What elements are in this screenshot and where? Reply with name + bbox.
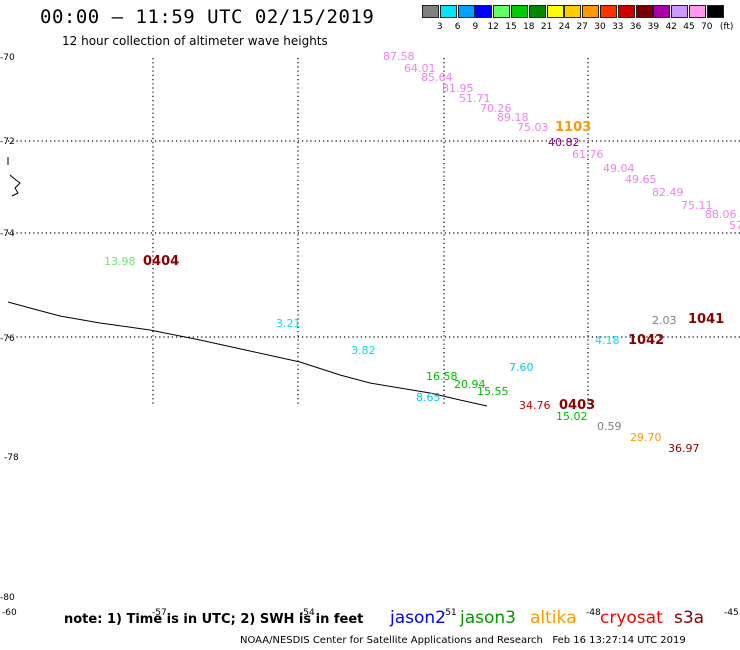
pass-time: 0404 [143,254,179,269]
wave-height-points: 87.5864.0185.6481.9551.7170.2689.1875.03… [104,50,740,455]
legend-swatch [528,5,546,18]
latitude-label: -80 [0,593,15,603]
pass-time: 0403 [559,398,595,413]
legend-swatch [564,5,582,18]
legend-swatch [617,5,635,18]
lon-label-1: -57 [152,608,167,618]
legend-label: 6 [454,22,461,32]
wave-height-value: 4.18 [595,334,620,347]
coastline [7,157,488,407]
wave-height-value: 16.58 [426,370,458,383]
wave-height-value: 70.26 [480,102,512,115]
legend-swatch [600,5,617,18]
wave-height-value: 36.97 [668,442,700,455]
wave-height-value: 8.65 [416,391,441,404]
wave-height-value: 40.82 [548,136,580,149]
legend-unit: (ft) [719,22,734,32]
legend-label: 33 [612,22,624,32]
pass-time: 1103 [555,120,591,135]
mission-s3a: s3a [674,608,705,628]
map-subtitle: 12 hour collection of altimeter wave hei… [62,34,328,48]
legend-swatch [511,5,528,18]
wave-height-value: 57 [729,219,740,232]
legend-swatch [457,5,475,18]
wave-height-value: 75.11 [681,199,713,212]
legend-label: 36 [629,22,642,32]
pass-time-labels: 1103 0404 1041 1042 0403 [143,120,724,413]
legend-label: 21 [540,22,553,32]
wave-height-value: 3.21 [276,317,301,330]
mission-jason2: jason2 [390,608,446,628]
latitude-label: -70 [0,53,15,63]
legend-swatch [475,5,493,18]
legend-swatch [439,5,457,18]
lon-label-0: -60 [2,608,17,618]
pass-time: 1041 [688,312,724,327]
graticule [8,58,740,405]
wave-height-value: 82.49 [652,186,684,199]
legend-label: 45 [683,22,695,32]
wave-height-value: 64.01 [404,62,436,75]
legend-label: 39 [647,22,660,32]
wave-height-value: 61.76 [572,148,604,161]
lon-label-2: -54 [300,608,315,618]
wave-height-value: 15.55 [477,385,509,398]
map-title: 00:00 – 11:59 UTC 02/15/2019 [40,6,375,28]
wave-height-value: 81.95 [442,82,474,95]
coast-fragment [9,174,21,197]
legend-label: 27 [576,22,588,32]
legend-swatch [582,5,600,18]
latitude-label: -74 [0,229,15,239]
legend-swatch [653,5,671,18]
wave-height-value: 75.03 [517,121,549,134]
credit-line: NOAA/NESDIS Center for Satellite Applica… [240,635,686,646]
legend-swatch [635,5,653,18]
mission-jason3: jason3 [460,608,516,628]
legend-swatch [671,5,689,18]
mission-altika: altika [530,608,577,628]
latitude-labels: -70 -72 -74 -76 -78 -80 [0,53,19,603]
wave-height-value: 7.60 [509,361,534,374]
wave-height-value: 34.76 [519,399,551,412]
wave-height-value: 51.71 [459,92,491,105]
legend-label: 12 [487,22,499,32]
legend-swatch [546,5,564,18]
legend-label: 30 [594,22,606,32]
wave-height-value: 15.02 [556,410,588,423]
legend-swatch [689,5,706,18]
legend-swatch [706,5,724,18]
wave-height-value: 89.18 [497,111,529,124]
latitude-label: -76 [0,334,15,344]
wave-height-value: 3.82 [351,344,376,357]
legend-label: 15 [505,22,517,32]
latitude-label: -72 [0,137,15,147]
wave-height-value: 49.65 [625,173,657,186]
wave-height-value: 0.59 [597,420,622,433]
pass-time: 1042 [628,333,664,348]
legend-label: 9 [472,22,479,32]
ice-shelf-edge [7,301,488,407]
legend-swatch [422,5,439,18]
lon-label-5: -45 [724,608,739,618]
lon-label-4: -48 [586,608,601,618]
lon-label-3: -51 [442,608,457,618]
wave-height-value: 88.06 [705,208,737,221]
wave-height-value: 13.98 [104,255,136,268]
wave-height-value: 87.58 [383,50,415,63]
legend-label: 18 [523,22,535,32]
wave-height-value: 29.70 [630,431,662,444]
legend-label: 24 [558,22,571,32]
legend-label: 3 [436,22,443,32]
wave-height-value: 85.64 [421,71,453,84]
legend-label: 70 [701,22,713,32]
legend-swatch [493,5,511,18]
mission-cryosat: cryosat [600,608,663,628]
wave-height-value: 2.03 [652,314,677,327]
wave-height-value: 20.94 [454,378,486,391]
latitude-label: -78 [4,453,19,463]
footer-note: note: 1) Time is in UTC; 2) SWH is in fe… [64,612,364,627]
legend-label: 42 [665,22,677,32]
wave-height-value: 49.04 [603,162,635,175]
